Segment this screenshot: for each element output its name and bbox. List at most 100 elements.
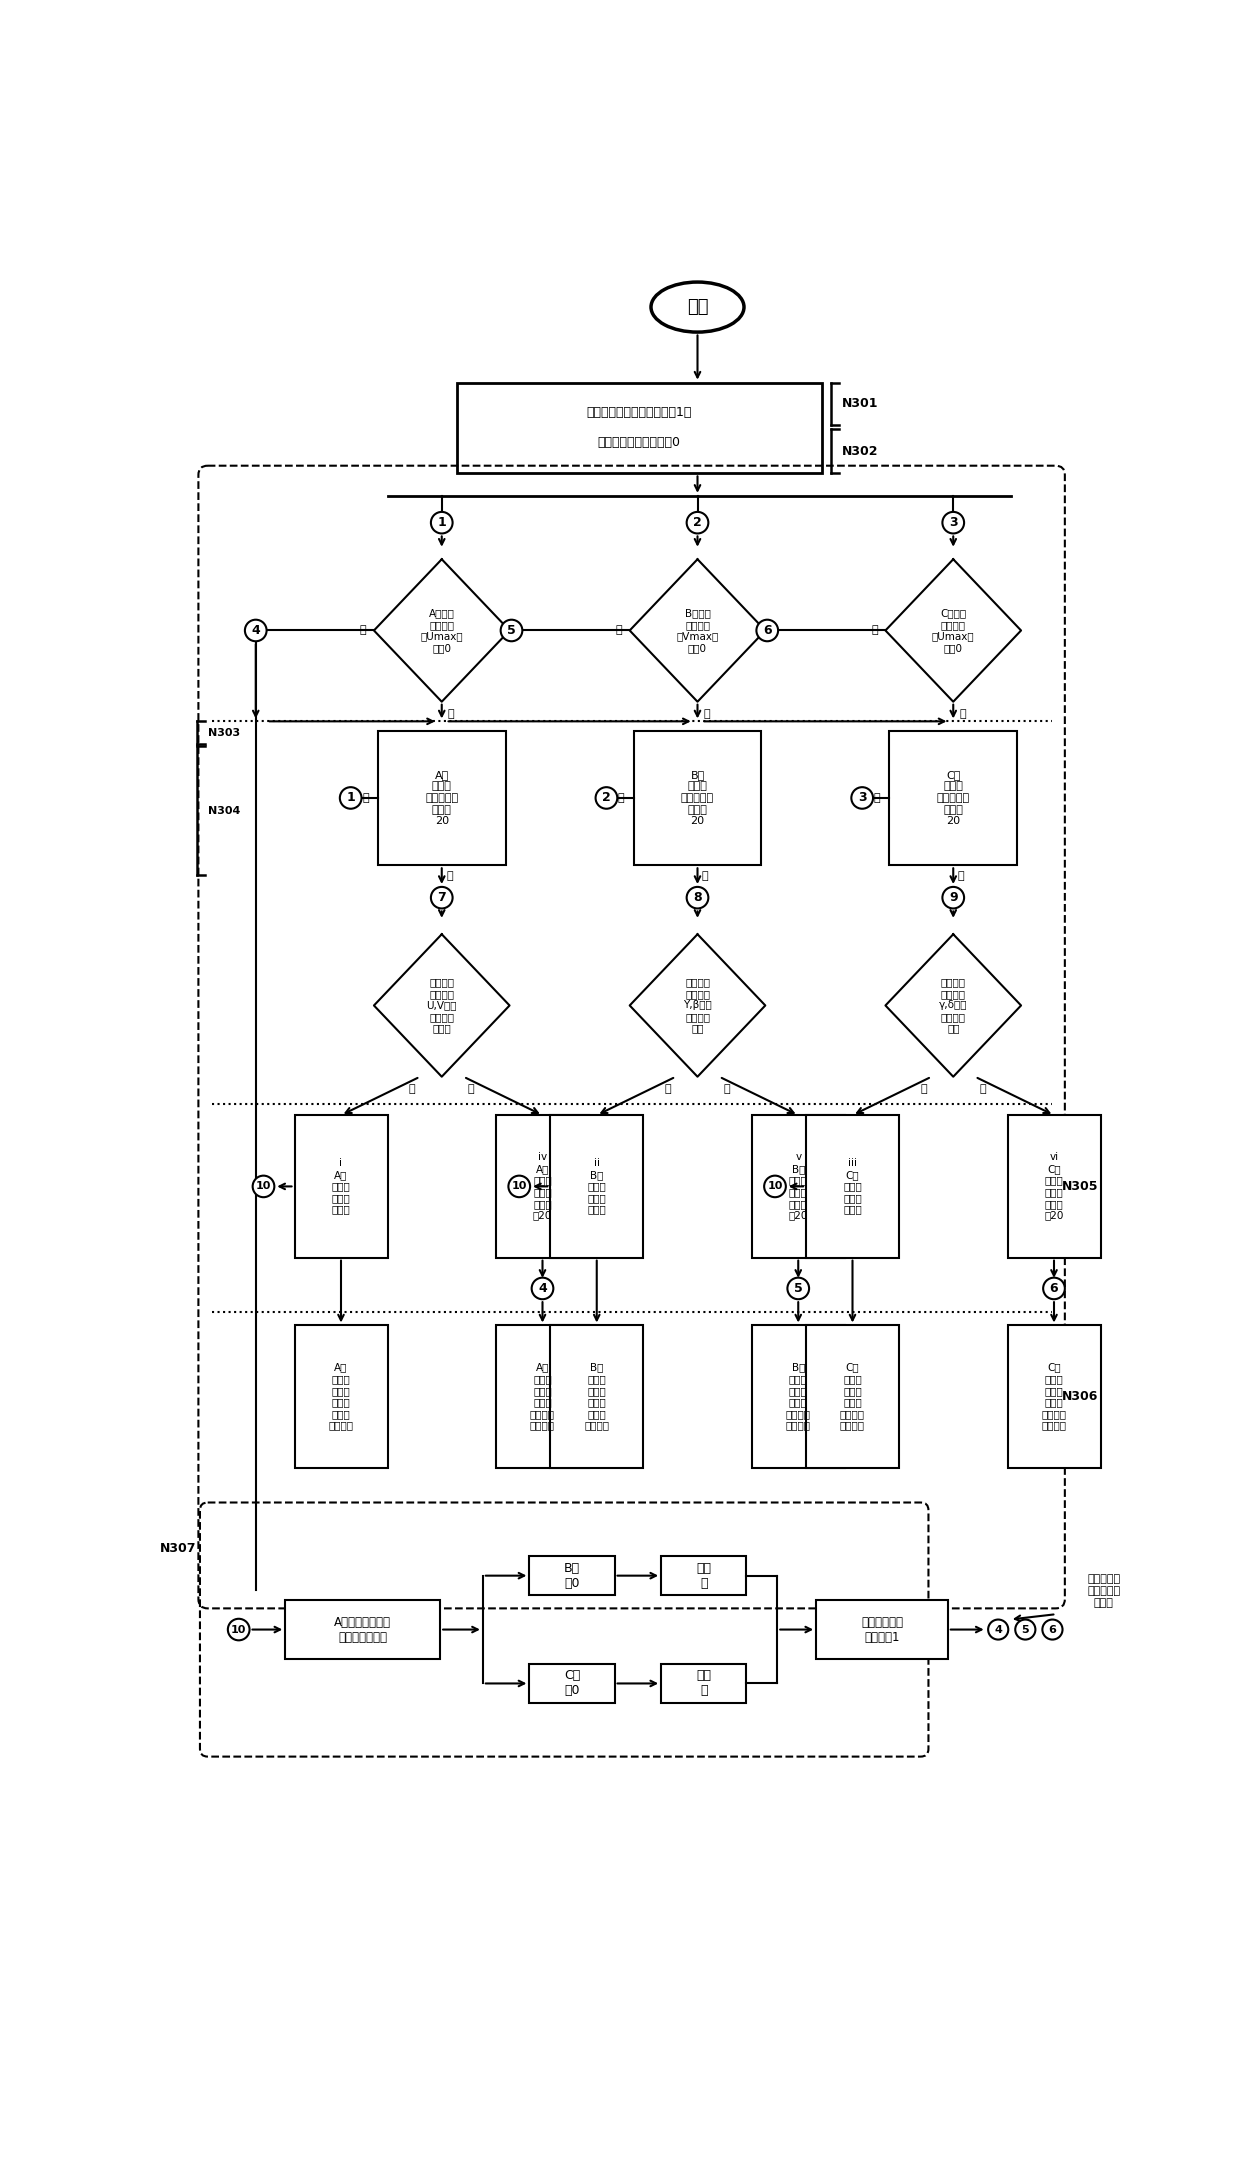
Text: C相最大
值的平均
值Umax是
否为0: C相最大 值的平均 值Umax是 否为0 <box>932 609 975 652</box>
Text: B相
为0: B相 为0 <box>564 1561 580 1589</box>
Circle shape <box>340 787 362 809</box>
Circle shape <box>508 1176 531 1198</box>
Text: 开始: 开始 <box>687 298 708 315</box>
Text: 10: 10 <box>512 1180 527 1191</box>
Circle shape <box>1043 1620 1063 1639</box>
Text: 8: 8 <box>693 891 702 904</box>
Circle shape <box>1016 1620 1035 1639</box>
Text: 4: 4 <box>994 1624 1002 1635</box>
Circle shape <box>942 887 965 909</box>
Text: 否: 否 <box>872 626 878 635</box>
FancyBboxPatch shape <box>816 1600 947 1659</box>
Text: 2: 2 <box>603 791 611 804</box>
Text: 三相电压
两两差值
U,V值是
否都小于
共阈值: 三相电压 两两差值 U,V值是 否都小于 共阈值 <box>427 978 458 1033</box>
Polygon shape <box>630 559 765 702</box>
Text: vi
C相
锁相次
数累加
是否超
过20: vi C相 锁相次 数累加 是否超 过20 <box>1044 1152 1064 1220</box>
Text: 检测完置位相
序标志为1: 检测完置位相 序标志为1 <box>861 1615 903 1644</box>
Text: B相
锁相次
数累加，是
否超过
20: B相 锁相次 数累加，是 否超过 20 <box>681 770 714 826</box>
Text: 1: 1 <box>346 791 355 804</box>
Circle shape <box>501 620 522 641</box>
Text: 7: 7 <box>438 891 446 904</box>
Circle shape <box>756 620 779 641</box>
Text: A相
锁相次
数累加，是
否超过
20: A相 锁相次 数累加，是 否超过 20 <box>425 770 459 826</box>
Text: 初始化，置位锁相标志位为1，

复位相序检测标志位为0: 初始化，置位锁相标志位为1， 复位相序检测标志位为0 <box>587 407 692 450</box>
Circle shape <box>687 887 708 909</box>
Text: 6: 6 <box>763 624 771 637</box>
Circle shape <box>787 1278 808 1300</box>
Text: 否: 否 <box>360 626 366 635</box>
FancyBboxPatch shape <box>551 1115 644 1257</box>
Text: A相最大
值的平均
值Umax是
否为0: A相最大 值的平均 值Umax是 否为0 <box>420 609 463 652</box>
FancyBboxPatch shape <box>295 1326 387 1467</box>
Text: 6: 6 <box>1049 1624 1056 1635</box>
Text: 是: 是 <box>960 709 966 720</box>
Text: N306: N306 <box>1061 1389 1099 1402</box>
Text: N303: N303 <box>207 728 239 737</box>
Text: C相
上电锁
相，复
位锁相
相标志，
复位计数: C相 上电锁 相，复 位锁相 相标志， 复位计数 <box>1042 1363 1066 1430</box>
Text: 三相电压
两两差值
γ,δ是否
都小于共
阈值: 三相电压 两两差值 γ,δ是否 都小于共 阈值 <box>939 978 967 1033</box>
FancyBboxPatch shape <box>751 1326 844 1467</box>
FancyBboxPatch shape <box>889 730 1017 865</box>
Polygon shape <box>374 559 510 702</box>
Text: 4: 4 <box>252 624 260 637</box>
Circle shape <box>532 1278 553 1300</box>
Text: N302: N302 <box>842 443 878 457</box>
Text: N305: N305 <box>1061 1180 1099 1194</box>
FancyBboxPatch shape <box>529 1557 615 1596</box>
Circle shape <box>595 787 618 809</box>
Text: 4: 4 <box>538 1283 547 1296</box>
FancyBboxPatch shape <box>634 730 761 865</box>
FancyBboxPatch shape <box>496 1115 589 1257</box>
Text: N301: N301 <box>842 398 878 411</box>
Circle shape <box>228 1620 249 1641</box>
Polygon shape <box>885 559 1021 702</box>
Text: C相
为0: C相 为0 <box>564 1670 580 1698</box>
Text: 5: 5 <box>1022 1624 1029 1635</box>
Text: N304: N304 <box>207 807 241 815</box>
Polygon shape <box>374 935 510 1076</box>
Text: 是: 是 <box>665 1085 671 1094</box>
Text: 否: 否 <box>724 1085 730 1094</box>
Text: A相电压采样值上
升沿中一段区间: A相电压采样值上 升沿中一段区间 <box>335 1615 391 1644</box>
Text: B相最大
值的平均
值Vmax是
否为0: B相最大 值的平均 值Vmax是 否为0 <box>676 609 719 652</box>
Text: B相
上电锁
相，复
位锁相
相标志，
复位计数: B相 上电锁 相，复 位锁相 相标志， 复位计数 <box>786 1363 811 1430</box>
Text: 上电检测到
末锁相后执
行一次: 上电检测到 末锁相后执 行一次 <box>1087 1574 1121 1607</box>
Text: A相
上电锁
相，复
位锁相
相标志，
复位计数: A相 上电锁 相，复 位锁相 相标志， 复位计数 <box>529 1363 556 1430</box>
Text: i
A相
正常，
置位锁
相标志: i A相 正常， 置位锁 相标志 <box>331 1159 351 1215</box>
Text: C相
锁相次
数累加，是
否超过
20: C相 锁相次 数累加，是 否超过 20 <box>936 770 970 826</box>
Polygon shape <box>630 935 765 1076</box>
Text: 2: 2 <box>693 515 702 528</box>
Text: ii
B相
正常，
置位锁
相标志: ii B相 正常， 置位锁 相标志 <box>588 1159 606 1215</box>
Text: 反相
序: 反相 序 <box>696 1670 712 1698</box>
Circle shape <box>432 511 453 533</box>
Text: 9: 9 <box>949 891 957 904</box>
Text: 否: 否 <box>467 1085 475 1094</box>
Text: 10: 10 <box>255 1180 272 1191</box>
Text: 3: 3 <box>949 515 957 528</box>
Circle shape <box>1043 1278 1065 1300</box>
Text: 5: 5 <box>507 624 516 637</box>
FancyBboxPatch shape <box>661 1665 746 1702</box>
FancyBboxPatch shape <box>1007 1326 1101 1467</box>
Ellipse shape <box>651 283 744 333</box>
Circle shape <box>432 887 453 909</box>
Text: 6: 6 <box>1050 1283 1058 1296</box>
Text: 三相电压
两两差值
Y,β是否
都小于共
阈值: 三相电压 两两差值 Y,β是否 都小于共 阈值 <box>683 978 712 1033</box>
Circle shape <box>988 1620 1008 1639</box>
Text: 是: 是 <box>446 872 453 880</box>
Text: 否: 否 <box>362 794 368 802</box>
Text: 否: 否 <box>980 1085 986 1094</box>
Text: 是: 是 <box>957 872 965 880</box>
FancyBboxPatch shape <box>295 1115 387 1257</box>
Text: 是: 是 <box>703 709 711 720</box>
Text: A相
锁相上
电，复
位锁相
标志，
复位计数: A相 锁相上 电，复 位锁相 标志， 复位计数 <box>329 1363 353 1430</box>
FancyBboxPatch shape <box>806 1115 899 1257</box>
FancyBboxPatch shape <box>751 1115 844 1257</box>
FancyBboxPatch shape <box>458 383 821 474</box>
Text: 10: 10 <box>768 1180 782 1191</box>
Circle shape <box>253 1176 274 1198</box>
FancyBboxPatch shape <box>496 1326 589 1467</box>
FancyBboxPatch shape <box>529 1665 615 1702</box>
Text: 是: 是 <box>448 709 454 720</box>
Text: 3: 3 <box>858 791 867 804</box>
